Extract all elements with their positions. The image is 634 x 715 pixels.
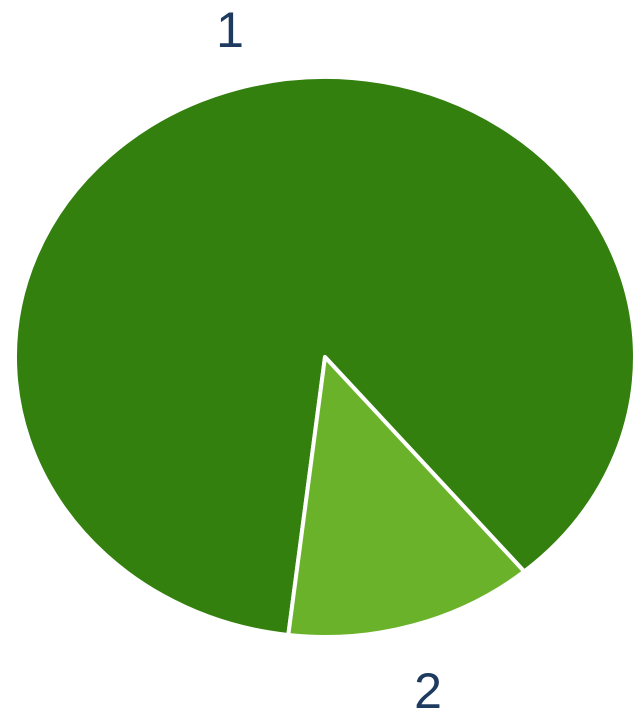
pie-labels: 12 — [216, 2, 442, 715]
pie-label-1: 1 — [216, 2, 244, 58]
pie-slice-2 — [286, 355, 527, 639]
pie-slices — [13, 75, 634, 639]
pie-label-2: 2 — [414, 663, 442, 715]
